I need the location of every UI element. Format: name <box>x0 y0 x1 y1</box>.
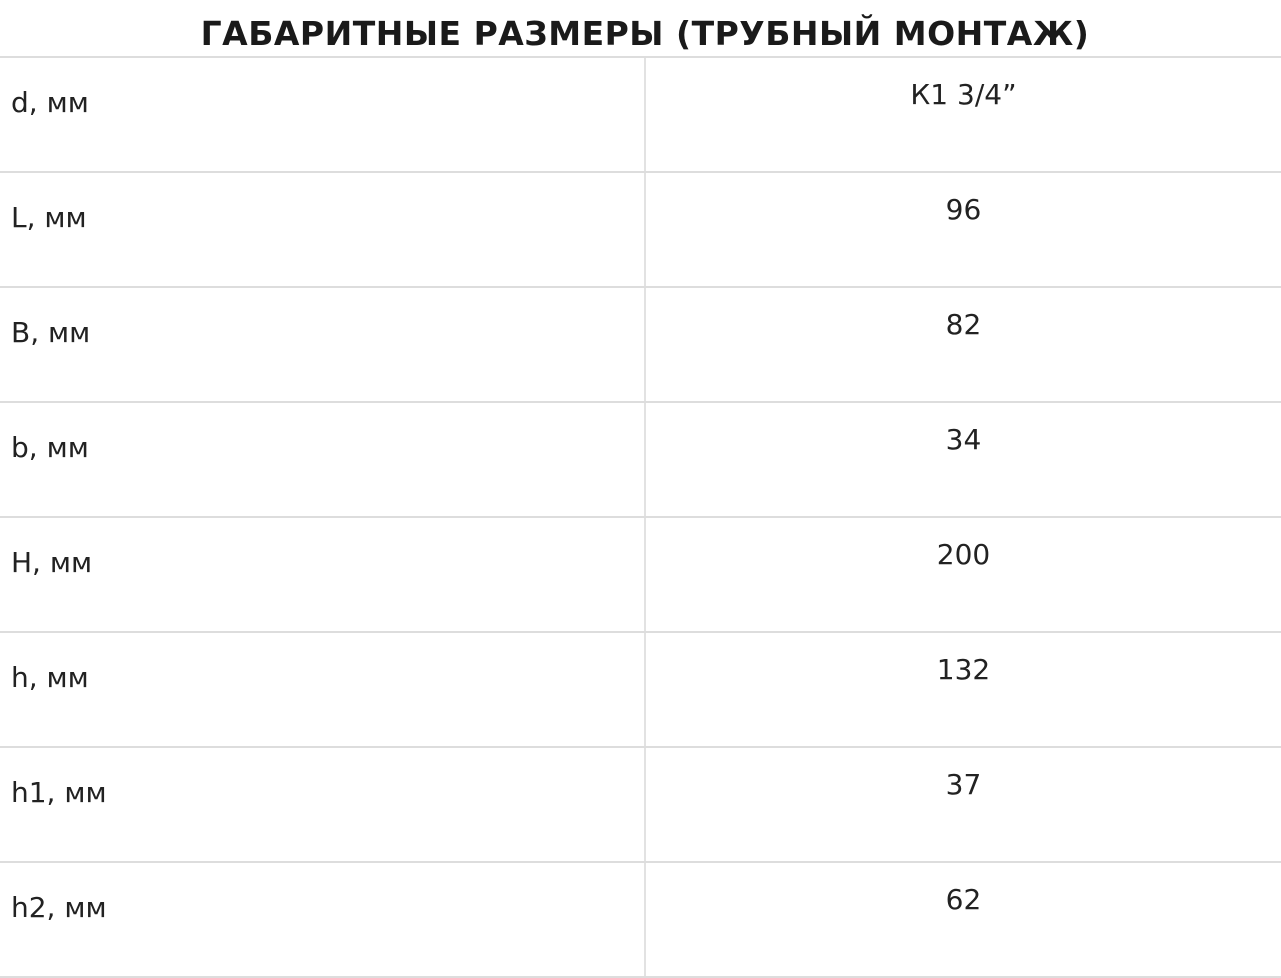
table-row: b, мм 34 <box>0 403 1281 518</box>
table-row: h1, мм 37 <box>0 748 1281 863</box>
page-title: ГАБАРИТНЫЕ РАЗМЕРЫ (ТРУБНЫЙ МОНТАЖ) <box>200 14 1090 53</box>
param-cell: H, мм <box>0 518 646 631</box>
value-cell: 34 <box>945 423 982 456</box>
table-row: h2, мм 62 <box>0 863 1281 978</box>
value-cell: 62 <box>945 883 982 916</box>
param-cell: B, мм <box>0 288 646 401</box>
table-row: d, мм К1 3/4” <box>0 58 1281 173</box>
table-row: h, мм 132 <box>0 633 1281 748</box>
param-cell: d, мм <box>0 58 646 171</box>
table-row: H, мм 200 <box>0 518 1281 633</box>
dimensions-table: d, мм К1 3/4” L, мм 96 B, мм 82 b, мм 34 H, мм 20… <box>0 56 1281 978</box>
value-cell: К1 3/4” <box>910 78 1017 111</box>
value-cell: 200 <box>936 538 991 571</box>
value-cell: 96 <box>945 193 982 226</box>
param-cell: h, мм <box>0 633 646 746</box>
value-cell: 132 <box>936 653 991 686</box>
param-cell: b, мм <box>0 403 646 516</box>
table-row: L, мм 96 <box>0 173 1281 288</box>
param-cell: h1, мм <box>0 748 646 861</box>
param-cell: L, мм <box>0 173 646 286</box>
value-cell: 82 <box>945 308 982 341</box>
param-cell: h2, мм <box>0 863 646 976</box>
table-row: B, мм 82 <box>0 288 1281 403</box>
value-cell: 37 <box>945 768 982 801</box>
